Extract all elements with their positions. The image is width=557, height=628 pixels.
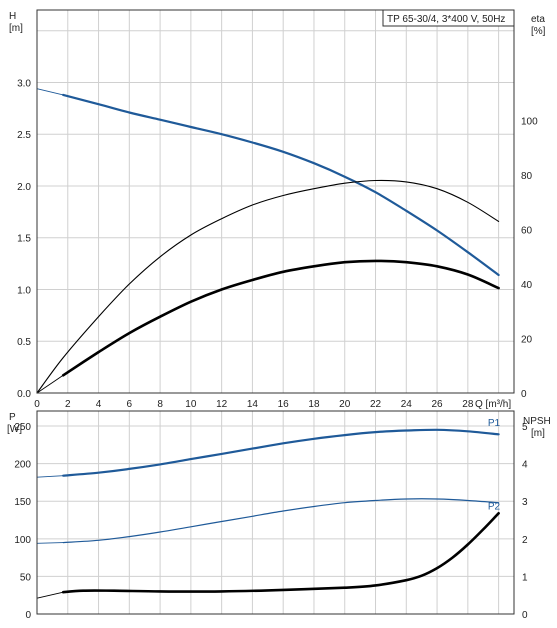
npsh-tick-label: 3 [522, 497, 528, 508]
series-eta-thin [36, 179, 500, 394]
x-tick-label: 18 [308, 399, 320, 410]
npsh-tick-label: 1 [522, 572, 528, 583]
series-eta [61, 259, 500, 377]
title-box [382, 9, 515, 27]
p-tick-label: 150 [14, 497, 31, 508]
x-tick-label: 16 [278, 399, 290, 410]
x-tick-label: 0 [34, 399, 40, 410]
h-axis-unit: [m] [9, 23, 23, 34]
series-p1 [62, 428, 500, 477]
h-tick-label: 2.0 [17, 182, 31, 193]
x-tick-label: 10 [185, 399, 197, 410]
npsh-axis-unit: [m] [531, 428, 545, 439]
h-tick-label: 3.0 [17, 78, 31, 89]
p-axis-label: P [9, 412, 16, 423]
p-tick-label: 100 [14, 535, 31, 546]
x-tick-label: 4 [96, 399, 102, 410]
h-tick-label: 1.5 [17, 234, 31, 245]
x-tick-label: 2 [65, 399, 71, 410]
p-axis-unit: [W] [7, 424, 22, 435]
npsh-tick-label: 0 [522, 610, 528, 621]
x-tick-label: 28 [462, 399, 474, 410]
series-label-p1: P1 [488, 418, 501, 429]
x-tick-label: 22 [370, 399, 382, 410]
x-tick-label: 26 [432, 399, 444, 410]
h-tick-label: 2.5 [17, 130, 31, 141]
eta-tick-label: 80 [521, 171, 533, 182]
performance-plot-frame [36, 9, 515, 394]
npsh-tick-label: 5 [522, 422, 528, 433]
npsh-tick-label: 2 [522, 535, 528, 546]
power-plot-frame [36, 410, 515, 615]
h-tick-label: 0.5 [17, 337, 31, 348]
series-h-ext [36, 88, 64, 96]
npsh-axis-label: NPSH [523, 416, 551, 427]
eta-tick-label: 100 [521, 117, 538, 128]
eta-tick-label: 0 [521, 389, 527, 400]
series-npsh-ext [36, 591, 64, 599]
power-series [36, 428, 500, 599]
x-tick-label: 8 [157, 399, 163, 410]
x-tick-label: 24 [401, 399, 413, 410]
series-h [62, 93, 500, 277]
x-tick-label: 12 [216, 399, 228, 410]
series-labels: P1 P2 [488, 418, 501, 512]
eta-axis-label: eta [531, 14, 545, 25]
chart-title: TP 65-30/4, 3*400 V, 50Hz [387, 14, 505, 25]
p-tick-label: 200 [14, 460, 31, 471]
npsh-tick-label: 4 [522, 460, 528, 471]
h-tick-label: 1.0 [17, 285, 31, 296]
performance-series [36, 88, 500, 394]
h-tick-label: 0.0 [17, 389, 31, 400]
q-axis-label: Q [m³/h] [475, 399, 511, 410]
p-tick-label: 50 [20, 572, 32, 583]
p-tick-label: 0 [25, 610, 31, 621]
performance-grid [37, 10, 514, 394]
x-tick-label: 14 [247, 399, 259, 410]
tick-labels: 0 2 4 6 8 10 12 14 16 18 20 22 24 26 280.00.51.01.52.0… [14, 78, 538, 621]
h-axis-label: H [9, 11, 16, 22]
p-tick-label: 250 [14, 422, 31, 433]
x-tick-label: 6 [127, 399, 133, 410]
series-eta-ext [36, 374, 64, 394]
x-tick-label: 20 [339, 399, 351, 410]
eta-tick-label: 20 [521, 335, 533, 346]
series-label-p2: P2 [488, 501, 501, 512]
eta-axis-unit: [%] [531, 26, 546, 37]
series-p1-ext [36, 475, 64, 478]
series-p2-ext [36, 542, 64, 544]
eta-tick-label: 60 [521, 226, 533, 237]
series-p2 [62, 498, 500, 544]
series-npsh [61, 511, 500, 594]
eta-tick-label: 40 [521, 280, 533, 291]
